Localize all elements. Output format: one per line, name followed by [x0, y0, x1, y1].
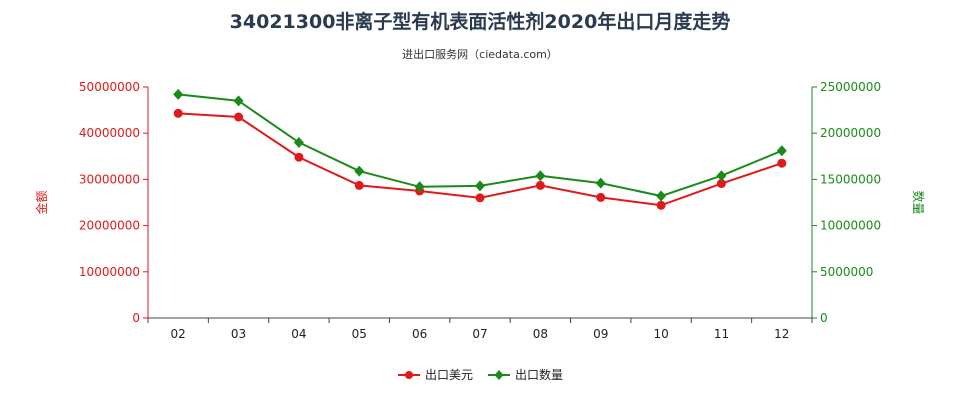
series-1-point [475, 193, 485, 203]
series-2-point [173, 88, 184, 100]
right-tick-label: 20000000 [820, 126, 881, 140]
chart-subtitle: 进出口服务网（ciedata.com） [402, 47, 558, 61]
x-tick-label: 09 [593, 327, 608, 341]
right-tick-label: 15000000 [820, 172, 881, 186]
left-tick-label: 20000000 [79, 219, 140, 233]
x-tick-label: 06 [412, 327, 427, 341]
x-tick-label: 05 [352, 327, 367, 341]
series-line-1 [178, 112, 783, 207]
left-tick-label: 50000000 [79, 80, 140, 94]
series-2-point [293, 136, 304, 148]
series-2-point [475, 180, 485, 192]
legend-label: 出口数量 [515, 367, 563, 382]
left-axis-title: 金额 [34, 190, 49, 214]
x-tick-label: 12 [774, 327, 789, 341]
x-tick-label: 02 [171, 327, 186, 341]
x-tick-label: 03 [231, 327, 246, 341]
legend-marker [494, 370, 504, 380]
series-2-point [233, 95, 244, 107]
x-tick-label: 10 [653, 327, 668, 341]
series-1-point [294, 152, 304, 162]
series-1-point [656, 200, 666, 210]
right-tick-label: 25000000 [820, 80, 881, 94]
left-tick-label: 30000000 [79, 172, 140, 186]
legend-marker [405, 371, 413, 379]
series-1-point [535, 180, 545, 190]
x-tick-label: 04 [291, 327, 306, 341]
right-tick-label: 0 [820, 311, 828, 325]
series-2-point [414, 181, 425, 193]
series-1-point [354, 180, 364, 190]
series-1-point [777, 158, 787, 168]
series-2-point [716, 170, 727, 182]
series-2-point [776, 145, 787, 157]
legend-label: 出口美元 [425, 368, 473, 382]
series-1-point [234, 112, 244, 122]
series-2-point [595, 177, 606, 189]
left-tick-label: 10000000 [79, 265, 140, 279]
right-tick-label: 10000000 [820, 219, 881, 233]
legend: 出口美元 出口数量 [398, 367, 563, 382]
series-layer [173, 88, 787, 210]
x-tick-label: 11 [714, 327, 729, 341]
x-tick-label: 07 [472, 327, 487, 341]
series-1-point [596, 192, 606, 202]
axes: 0 10000000 20000000 30000000 40000000 5000000… [34, 80, 926, 341]
series-2-point [354, 165, 365, 177]
right-axis-title: 数量 [911, 190, 926, 214]
series-2-point [535, 170, 546, 182]
series-2-point [656, 190, 667, 202]
left-tick-label: 0 [132, 311, 140, 325]
chart-title: 34021300非离子型有机表面活性剂2020年出口月度走势 [230, 10, 731, 33]
x-tick-label: 08 [533, 327, 548, 341]
right-tick-label: 5000000 [820, 265, 873, 279]
series-1-point [716, 179, 726, 189]
left-tick-label: 40000000 [79, 126, 140, 140]
series-1-point [173, 108, 183, 118]
